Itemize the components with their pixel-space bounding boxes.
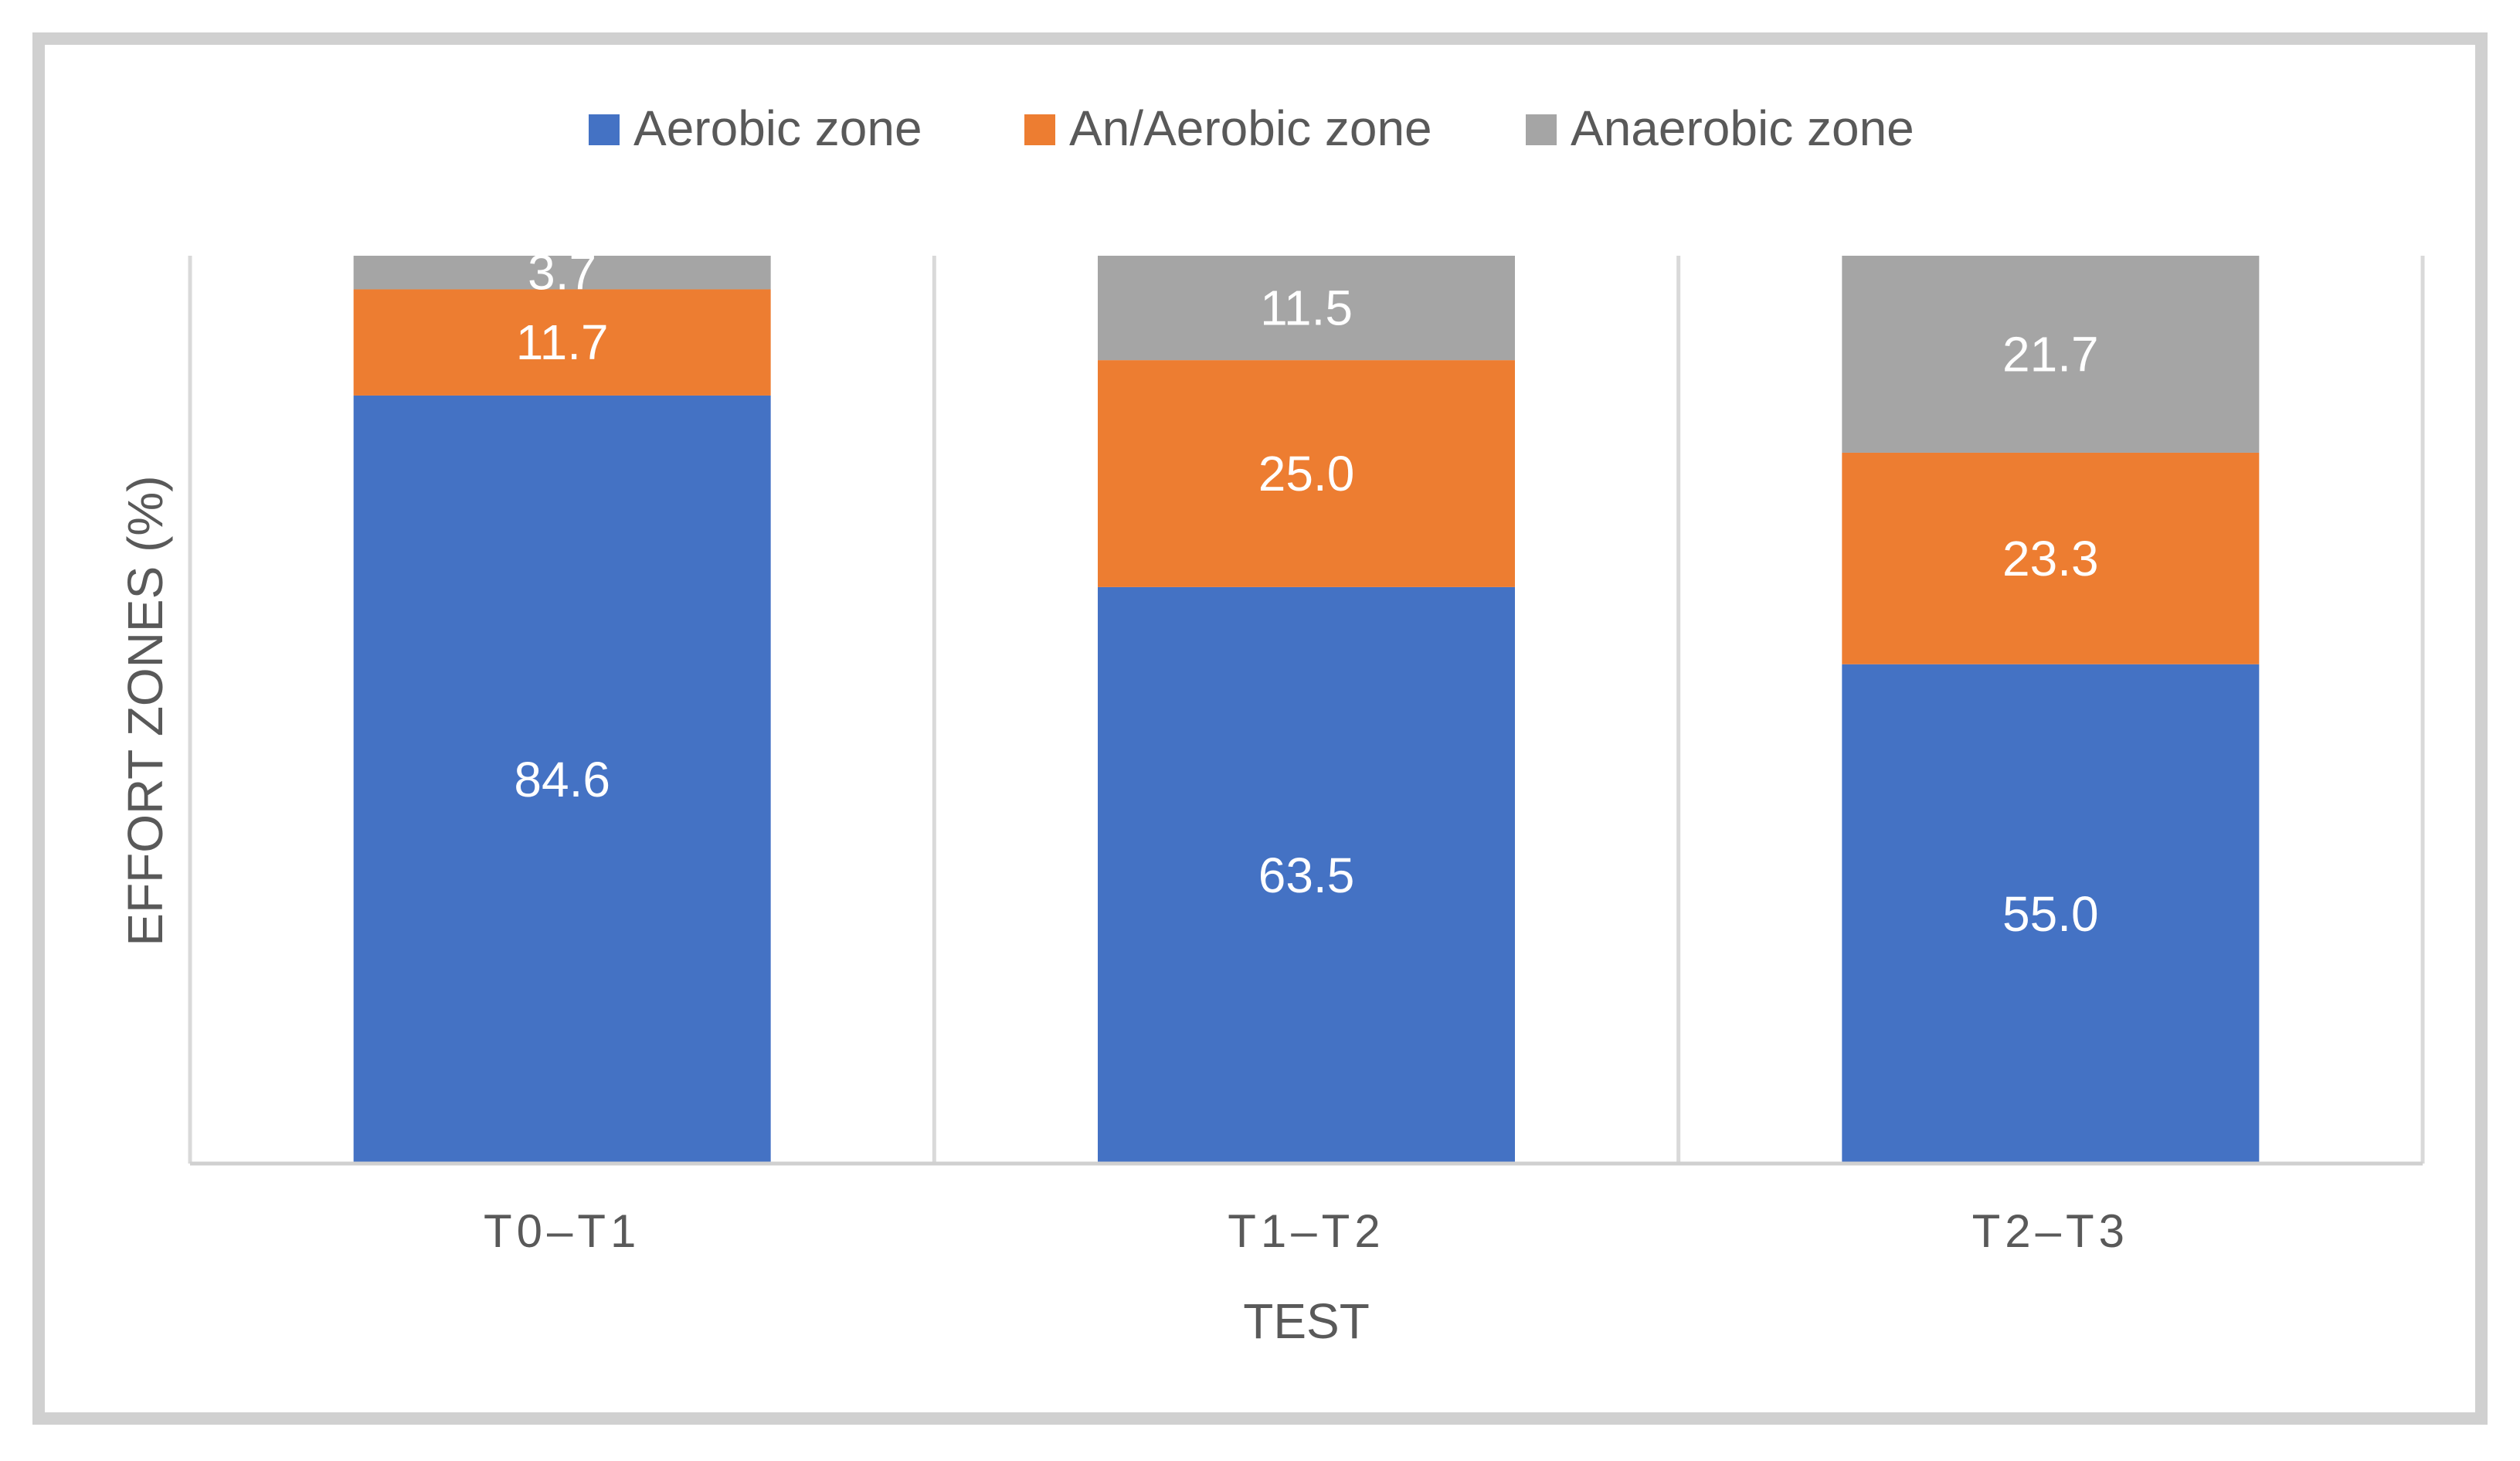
legend-swatch [589, 114, 620, 145]
data-label: 3.7 [528, 245, 596, 301]
bar-aerobic-zone-2 [1098, 586, 1515, 1164]
data-label: 11.7 [516, 314, 609, 370]
bar-anaerobic-zone-2 [1098, 256, 1515, 361]
bar-an-aerobic-zone-3 [1842, 452, 2260, 664]
legend: Aerobic zone An/Aerobic zone Anaerobic zon… [589, 100, 1914, 156]
x-tick-labels: T0–T1 T1–T2 T2–T3 [484, 1205, 2129, 1257]
legend-item-anaerobic-zone: Anaerobic zone [1526, 100, 1914, 156]
data-label: 63.5 [1258, 848, 1355, 903]
data-label: 11.5 [1260, 280, 1353, 336]
y-axis-label: EFFORT ZONES (%) [117, 475, 173, 946]
legend-item-an-aerobic-zone: An/Aerobic zone [1024, 100, 1432, 156]
data-label: 23.3 [2002, 531, 2099, 586]
bar-aerobic-zone-1 [353, 395, 771, 1164]
x-tick-label: T2–T3 [1972, 1205, 2129, 1257]
data-label: 25.0 [1258, 446, 1355, 501]
bar-anaerobic-zone-3 [1842, 256, 2260, 453]
bar-aerobic-zone-3 [1842, 664, 2260, 1164]
category-separators [188, 256, 2425, 1164]
bar-an-aerobic-zone-1 [353, 289, 771, 396]
legend-label: Aerobic zone [633, 100, 922, 156]
bars [353, 256, 2260, 1164]
x-axis-label: TEST [1243, 1293, 1370, 1349]
x-tick-label: T0–T1 [484, 1205, 640, 1257]
data-label: 84.6 [514, 752, 610, 807]
bar-labels: 84.6 11.7 3.7 63.5 25.0 11.5 55.0 23.3 21.7 [514, 245, 2098, 942]
bar-anaerobic-zone-1 [353, 256, 771, 290]
legend-label: An/Aerobic zone [1069, 100, 1432, 156]
data-label: 21.7 [2002, 326, 2099, 382]
x-tick-label: T1–T2 [1228, 1205, 1384, 1257]
legend-swatch [1526, 114, 1557, 145]
legend-swatch [1024, 114, 1055, 145]
legend-item-aerobic-zone: Aerobic zone [589, 100, 922, 156]
legend-label: Anaerobic zone [1571, 100, 1914, 156]
data-label: 55.0 [2002, 886, 2099, 942]
bar-an-aerobic-zone-2 [1098, 360, 1515, 587]
